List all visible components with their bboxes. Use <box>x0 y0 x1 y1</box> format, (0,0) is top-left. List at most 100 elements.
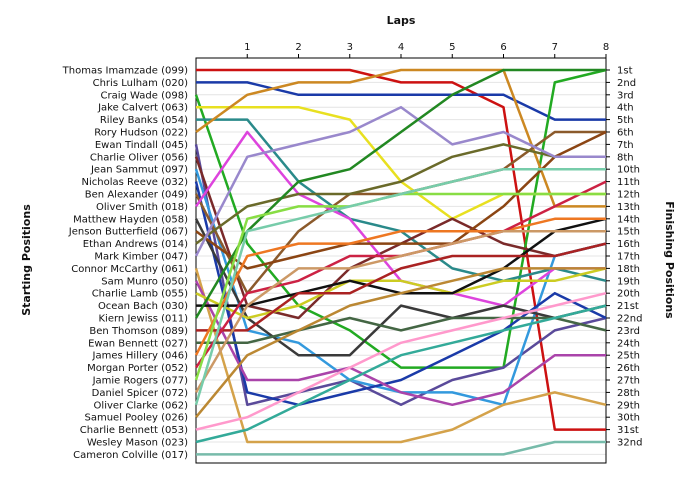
finishing-label-3: 3rd <box>617 90 634 101</box>
finishing-label-7: 7th <box>617 140 634 151</box>
series-line-15 <box>195 143 606 245</box>
series-line-24 <box>194 217 606 356</box>
starting-label-2: Chris Lulham (020) <box>93 78 188 89</box>
starting-label-27: Daniel Spicer (072) <box>92 388 188 399</box>
starting-label-16: Mark Kimber (047) <box>94 252 188 263</box>
series-line-4 <box>196 105 606 221</box>
starting-label-9: Jean Sammut (097) <box>90 165 188 176</box>
finishing-label-9: 10th <box>617 165 640 176</box>
starting-label-3: Craig Wade (098) <box>101 90 189 101</box>
finishing-label-5: 5th <box>617 115 634 126</box>
finishing-label-25: 26th <box>617 363 640 374</box>
finishing-label-21: 22nd <box>617 314 642 325</box>
finishing-label-23: 24th <box>617 338 640 349</box>
starting-position-labels: Thomas Imamzade (099)Chris Lulham (020)C… <box>62 66 188 461</box>
finishing-label-12: 13th <box>617 202 640 213</box>
starting-label-22: Ben Thomson (089) <box>89 326 188 337</box>
lap-label-6: 6 <box>500 42 506 53</box>
series-line-19 <box>195 267 607 320</box>
finishing-label-24: 25th <box>617 351 640 362</box>
finishing-label-17: 18th <box>617 264 640 275</box>
starting-label-21: Kiern Jewiss (011) <box>99 314 189 325</box>
finishing-label-10: 11th <box>617 177 640 188</box>
finishing-label-6: 6th <box>617 128 634 139</box>
starting-label-24: James Hillery (046) <box>92 351 189 362</box>
series-line-22 <box>196 242 607 332</box>
series-line-23 <box>196 316 607 345</box>
series-line-29 <box>195 267 606 418</box>
y-axis-title-right: Finishing Positions <box>663 201 676 319</box>
starting-label-5: Riley Banks (054) <box>100 115 188 126</box>
series-line-2 <box>196 81 606 121</box>
lap-label-8: 8 <box>603 42 609 53</box>
starting-label-4: Jake Calvert (063) <box>97 103 188 114</box>
starting-label-29: Samuel Pooley (026) <box>85 413 189 424</box>
starting-label-14: Jenson Butterfield (067) <box>68 227 188 238</box>
starting-label-13: Matthew Hayden (058) <box>73 214 188 225</box>
starting-label-8: Charlie Oliver (056) <box>90 152 188 163</box>
lap-label-2: 2 <box>295 42 301 53</box>
finishing-label-26: 27th <box>617 376 640 387</box>
starting-label-26: Jamie Rogers (077) <box>92 376 189 387</box>
series-line-6 <box>195 68 606 208</box>
starting-label-19: Charlie Lamb (055) <box>92 289 188 300</box>
lap-label-5: 5 <box>449 42 455 53</box>
starting-label-32: Cameron Colville (017) <box>73 450 188 461</box>
finishing-label-1: 1st <box>617 66 633 77</box>
finishing-label-15: 16th <box>617 239 640 250</box>
finishing-label-27: 28th <box>617 388 640 399</box>
series-line-1 <box>196 68 606 431</box>
series-line-18 <box>194 280 606 407</box>
finishing-label-28: 29th <box>617 400 640 411</box>
finishing-label-19: 20th <box>617 289 640 300</box>
y-axis-title-left: Starting Positions <box>20 204 33 316</box>
starting-label-23: Ewan Bennett (027) <box>88 338 188 349</box>
series-line-13 <box>194 218 607 357</box>
series-line-17 <box>194 268 607 444</box>
finishing-label-11: 12th <box>617 190 640 201</box>
lap-label-7: 7 <box>552 42 558 53</box>
x-axis-title: Laps <box>387 14 416 27</box>
starting-label-25: Morgan Porter (052) <box>87 363 188 374</box>
starting-label-7: Ewan Tindall (045) <box>95 140 188 151</box>
lap-tick-labels: 1 2 3 4 5 6 7 8 <box>244 42 609 58</box>
finishing-label-16: 17th <box>617 252 640 263</box>
lap-label-3: 3 <box>347 42 353 53</box>
finishing-label-29: 30th <box>617 413 640 424</box>
starting-label-31: Wesley Mason (023) <box>87 438 188 449</box>
series-line-27 <box>194 229 606 394</box>
finishing-label-20: 21st <box>617 301 639 312</box>
starting-label-10: Nicholas Reeve (032) <box>82 177 189 188</box>
finishing-label-30: 31st <box>617 425 639 436</box>
starting-label-15: Ethan Andrews (014) <box>83 239 188 250</box>
finishing-label-13: 14th <box>617 214 640 225</box>
series-lines <box>194 68 607 456</box>
starting-label-12: Oliver Smith (018) <box>96 202 188 213</box>
series-line-28 <box>194 167 606 406</box>
starting-label-30: Charlie Bennett (053) <box>80 425 188 436</box>
finishing-label-4: 4th <box>617 103 634 114</box>
finishing-label-22: 23rd <box>617 326 640 337</box>
starting-label-11: Ben Alexander (049) <box>85 190 188 201</box>
finishing-label-8: 8th <box>617 152 634 163</box>
finishing-label-14: 15th <box>617 227 640 238</box>
series-line-10 <box>194 181 607 407</box>
starting-label-6: Rory Hudson (022) <box>94 128 188 139</box>
finishing-label-2: 2nd <box>617 78 636 89</box>
series-line-32 <box>196 440 606 456</box>
starting-label-17: Connor McCarthy (061) <box>71 264 188 275</box>
finishing-label-31: 32nd <box>617 438 642 449</box>
series-line-7 <box>194 144 607 407</box>
starting-label-18: Sam Munro (050) <box>101 276 188 287</box>
series-line-14 <box>195 130 607 270</box>
starting-label-20: Ocean Bach (030) <box>98 301 188 312</box>
series-line-30 <box>195 291 607 431</box>
series-line-16 <box>194 105 606 257</box>
lap-label-4: 4 <box>398 42 404 53</box>
gridlines <box>196 69 606 455</box>
lap-label-1: 1 <box>244 42 250 53</box>
starting-label-28: Oliver Clarke (062) <box>94 400 189 411</box>
